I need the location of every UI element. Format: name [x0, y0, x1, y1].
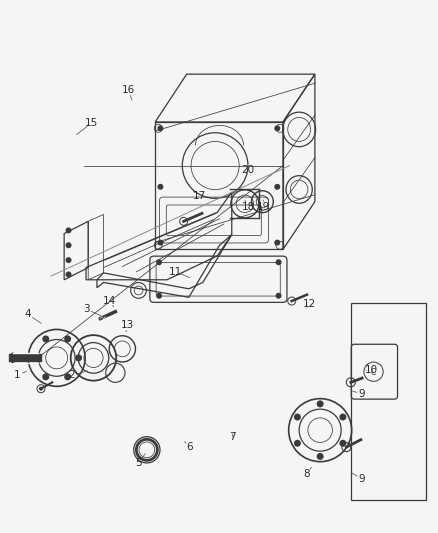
Circle shape — [39, 387, 43, 391]
Circle shape — [42, 335, 49, 342]
Text: 2: 2 — [69, 370, 75, 381]
Text: 16: 16 — [122, 85, 135, 95]
Circle shape — [156, 259, 162, 265]
Text: 7: 7 — [229, 432, 235, 441]
Circle shape — [274, 184, 279, 190]
Text: 20: 20 — [241, 165, 254, 175]
Circle shape — [339, 414, 346, 421]
Text: 17: 17 — [192, 191, 205, 201]
Text: 15: 15 — [85, 118, 98, 128]
Text: 9: 9 — [358, 474, 365, 484]
Text: 8: 8 — [303, 469, 310, 479]
Circle shape — [75, 354, 82, 361]
Text: 10: 10 — [364, 365, 378, 375]
Text: 19: 19 — [256, 202, 269, 212]
Circle shape — [274, 240, 279, 246]
Circle shape — [64, 373, 71, 381]
Text: 5: 5 — [135, 458, 141, 468]
Text: 1: 1 — [14, 370, 21, 381]
Text: 14: 14 — [102, 296, 116, 306]
Text: 13: 13 — [121, 320, 134, 330]
Circle shape — [156, 293, 162, 298]
Circle shape — [157, 184, 163, 190]
Circle shape — [157, 240, 163, 246]
Circle shape — [65, 243, 71, 248]
Text: 9: 9 — [358, 389, 365, 399]
Circle shape — [65, 257, 71, 263]
Circle shape — [65, 271, 71, 278]
Text: C: C — [370, 368, 375, 377]
Text: 4: 4 — [25, 309, 31, 319]
Circle shape — [31, 354, 38, 361]
Circle shape — [65, 228, 71, 233]
Circle shape — [157, 125, 163, 131]
Text: 3: 3 — [82, 304, 89, 314]
Circle shape — [64, 335, 71, 342]
Text: 11: 11 — [169, 267, 182, 277]
Circle shape — [293, 440, 300, 447]
Text: 6: 6 — [186, 442, 193, 452]
Circle shape — [339, 440, 346, 447]
Circle shape — [275, 259, 281, 265]
Circle shape — [316, 453, 323, 460]
Circle shape — [293, 414, 300, 421]
Circle shape — [275, 293, 281, 298]
Text: 12: 12 — [302, 298, 315, 309]
Text: 18: 18 — [241, 202, 254, 212]
Circle shape — [274, 125, 279, 131]
Circle shape — [316, 400, 323, 407]
Circle shape — [42, 373, 49, 381]
